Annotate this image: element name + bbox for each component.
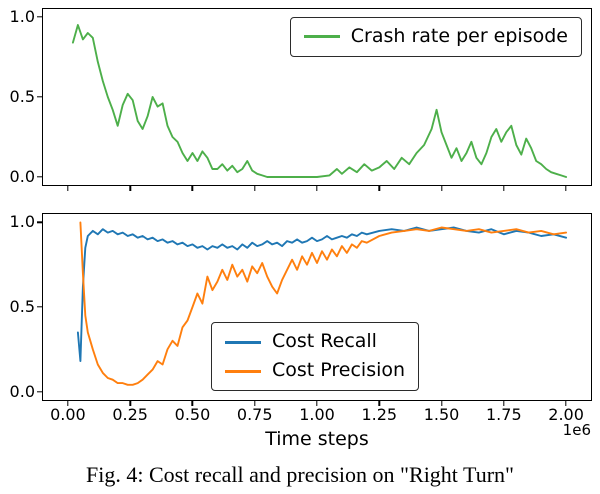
crash-rate-chart-canvas	[71, 24, 568, 178]
x-tick-mark	[67, 186, 69, 191]
crash-rate-legend: Crash rate per episode	[289, 17, 582, 57]
y-tick-mark	[37, 96, 42, 98]
x-tick-mark	[378, 186, 380, 191]
cost-recall-precision-subplot: Cost Recall Cost Precision 0.0 0.5 1.0 0.00…	[10, 213, 592, 423]
x-tick-mark	[129, 186, 131, 191]
x-tick-label: 1.25	[361, 405, 398, 424]
series-line-crash-rate-per-episode	[71, 24, 568, 178]
legend-entry-crash-rate: Crash rate per episode	[303, 25, 568, 48]
crash-rate-legend-label: Crash rate per episode	[350, 25, 568, 47]
x-tick-mark	[503, 186, 505, 191]
x-tick-mark	[254, 401, 256, 406]
y-tick-label: 1.0	[9, 7, 35, 26]
x-tick-label: 1.00	[299, 405, 335, 424]
crash-rate-line-swatch	[303, 35, 340, 39]
x-tick-label: 0.75	[236, 405, 273, 424]
x-tick-mark	[129, 401, 131, 406]
x-axis-label: Time steps	[265, 428, 369, 450]
legend-entry-cost-precision: Cost Precision	[225, 359, 406, 382]
x-tick-label: 0.50	[174, 405, 211, 424]
y-tick-mark	[37, 306, 42, 308]
x-tick-mark	[316, 186, 318, 191]
x-tick-mark	[316, 401, 318, 406]
y-tick-mark	[37, 176, 42, 178]
x-tick-label: 0.25	[112, 405, 148, 424]
figure-caption: Fig. 4: Cost recall and precision on "Ri…	[85, 462, 514, 487]
x-tick-mark	[254, 186, 256, 191]
y-tick-mark	[37, 221, 42, 224]
cost-legend: Cost Recall Cost Precision	[211, 322, 420, 391]
y-tick-label: 0.5	[9, 87, 35, 106]
y-tick-label: 1.0	[9, 212, 35, 232]
legend-entry-cost-recall: Cost Recall	[225, 330, 405, 353]
cost-precision-legend-label: Cost Precision	[272, 359, 406, 382]
x-tick-mark	[378, 401, 380, 406]
y-tick-mark	[37, 16, 42, 18]
x-tick-mark	[440, 186, 443, 191]
x-tick-mark	[565, 401, 567, 406]
series-line-cost-precision	[79, 221, 568, 386]
x-axis-multiplier: 1e6	[562, 421, 591, 439]
cost-precision-line-swatch	[225, 369, 261, 373]
x-tick-label: 1.75	[486, 405, 522, 424]
y-tick-mark	[37, 390, 42, 393]
crash-rate-subplot: Crash rate per episode 0.0 0.5 1.0	[10, 8, 592, 191]
cost-recall-line-swatch	[225, 340, 261, 344]
cost-recall-precision-chart-canvas	[76, 221, 568, 386]
y-tick-label: 0.0	[9, 167, 35, 186]
y-tick-label: 0.0	[9, 381, 35, 401]
x-tick-mark	[503, 401, 505, 406]
y-tick-label: 0.5	[9, 297, 35, 316]
x-tick-mark	[440, 401, 443, 406]
x-tick-mark	[565, 186, 567, 191]
x-tick-mark	[191, 186, 194, 191]
cost-recall-legend-label: Cost Recall	[272, 330, 377, 353]
x-tick-label: 1.50	[423, 405, 460, 424]
x-tick-label: 0.00	[50, 405, 86, 424]
x-tick-mark	[67, 401, 69, 406]
x-tick-mark	[191, 401, 194, 406]
x-tick-label: 2.00	[548, 405, 584, 424]
